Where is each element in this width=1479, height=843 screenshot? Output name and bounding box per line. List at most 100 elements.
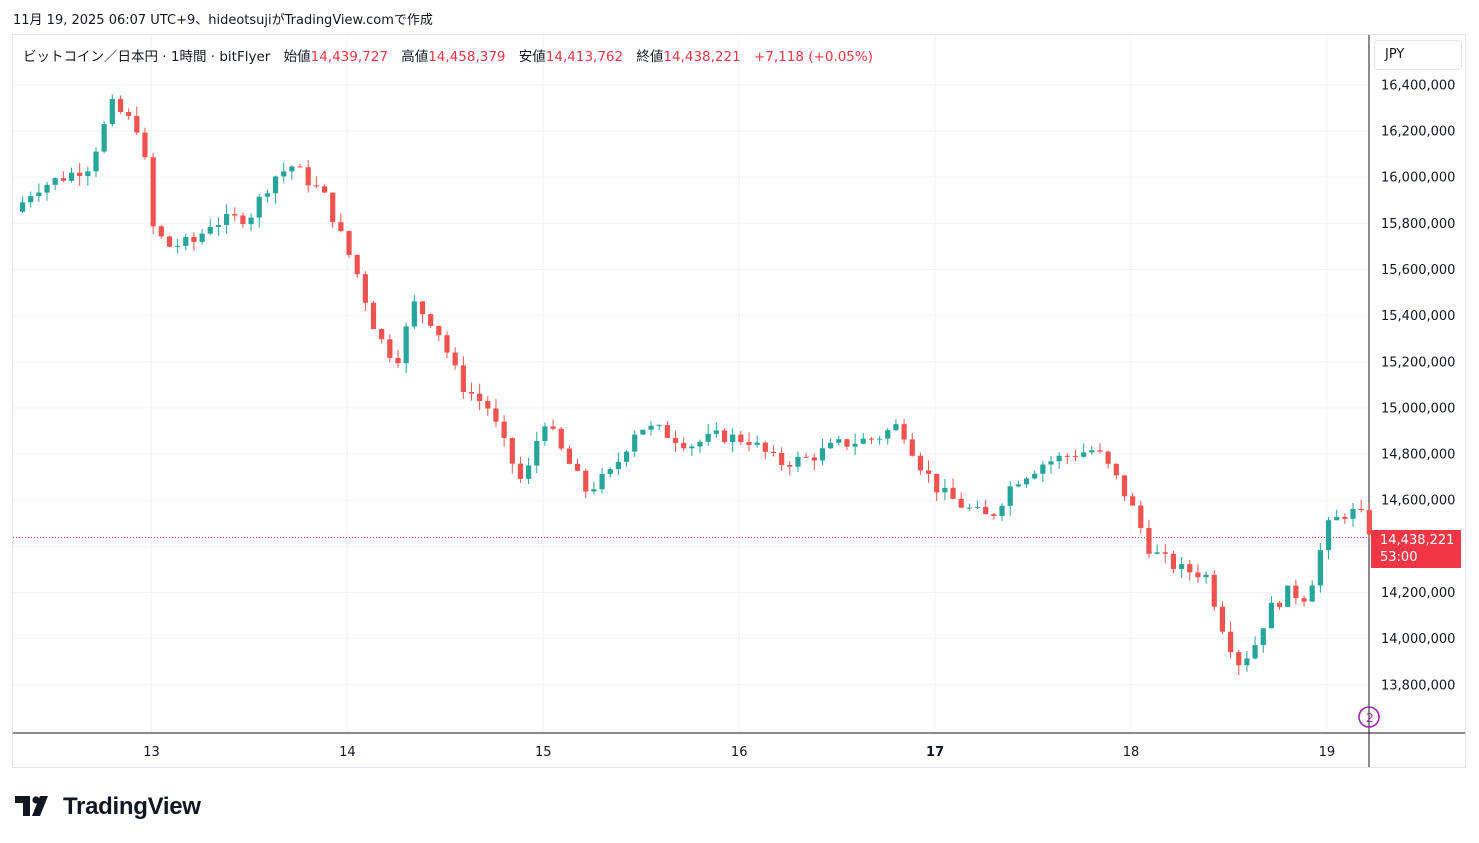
- candle-body: [1072, 456, 1079, 458]
- candle-body: [460, 365, 466, 393]
- currency-button[interactable]: JPY: [1374, 40, 1462, 70]
- candle-body: [191, 236, 197, 242]
- candle-body: [656, 425, 662, 427]
- candle-body: [640, 429, 646, 435]
- bar-countdown: 53:00: [1380, 550, 1418, 565]
- candle-body: [893, 424, 899, 431]
- candle-body: [746, 442, 752, 445]
- candle-body: [966, 507, 972, 509]
- y-tick-label: 15,600,000: [1381, 263, 1455, 278]
- y-tick-label: 14,600,000: [1381, 494, 1455, 509]
- candle-body: [1325, 520, 1332, 551]
- alert-marker-glyph: 2: [1366, 711, 1374, 725]
- candle-body: [574, 463, 581, 471]
- candle-body: [1187, 564, 1193, 573]
- candle-body: [101, 124, 107, 152]
- y-tick-label: 14,200,000: [1381, 586, 1455, 601]
- candle-body: [321, 186, 328, 193]
- candle-body: [1301, 598, 1307, 602]
- x-axis-labels: 13 14 15 16 17 18 19: [143, 745, 1335, 760]
- candle-body: [909, 439, 915, 456]
- candle-body: [607, 469, 613, 474]
- candle-body: [901, 424, 907, 440]
- candle-body: [738, 434, 744, 443]
- y-tick-label: 15,000,000: [1381, 401, 1455, 416]
- candle-body: [44, 184, 50, 193]
- candle-body: [403, 326, 409, 364]
- candle-body: [248, 217, 254, 225]
- candle-body: [942, 487, 948, 493]
- open-value: 14,439,727: [310, 49, 388, 65]
- candle-body: [468, 392, 475, 394]
- chart-frame: [12, 34, 1466, 768]
- candle-body: [885, 430, 891, 439]
- candle-body: [770, 451, 777, 454]
- candle-body: [1089, 450, 1095, 453]
- candle-body: [934, 473, 940, 493]
- candle-body: [1023, 478, 1030, 485]
- candle-body: [517, 463, 524, 479]
- x-tick-label: 15: [535, 745, 552, 760]
- candle-body: [28, 196, 34, 203]
- candle-body: [346, 231, 352, 255]
- candle-body: [272, 176, 279, 194]
- symbol-label[interactable]: ビットコイン／日本円 · 1時間 · bitFlyer: [23, 49, 271, 65]
- candle-body: [779, 453, 785, 466]
- candle-body: [566, 448, 573, 464]
- candle-body: [632, 434, 638, 452]
- candle-body: [395, 357, 401, 364]
- candle-body: [648, 425, 654, 430]
- candle-body: [599, 473, 605, 490]
- candle-body: [1154, 552, 1160, 554]
- candle-body: [297, 166, 303, 168]
- candle-body: [1244, 658, 1250, 666]
- candle-body: [836, 439, 842, 443]
- candle-body: [305, 167, 311, 186]
- x-tick-label: 18: [1123, 745, 1140, 760]
- candle-body: [876, 438, 883, 440]
- candle-body: [509, 438, 515, 464]
- candle-body: [223, 213, 230, 226]
- candle-body: [591, 489, 597, 492]
- y-tick-label: 16,200,000: [1381, 125, 1455, 140]
- candle-body: [550, 426, 556, 429]
- candle-body: [1162, 552, 1168, 554]
- candle-body: [1121, 475, 1128, 497]
- candle-body: [1056, 455, 1062, 462]
- x-tick-label: 14: [339, 745, 356, 760]
- candle-body: [150, 157, 156, 227]
- candle-body: [623, 451, 630, 462]
- candle-body: [1064, 455, 1070, 457]
- candle-body: [526, 465, 532, 479]
- chart-caption: 11月 19, 2025 06:07 UTC+9、hideotsujiがTrad…: [13, 13, 433, 28]
- candle-body: [1334, 516, 1340, 521]
- close-value: 14,438,221: [663, 49, 741, 65]
- candle-body: [362, 274, 368, 303]
- candle-body: [281, 171, 287, 177]
- tradingview-logo[interactable]: TradingView: [15, 793, 201, 821]
- x-tick-label: 17: [926, 745, 944, 760]
- candle-layer: [19, 94, 1381, 676]
- candle-body: [183, 236, 189, 246]
- candle-body: [1366, 510, 1372, 535]
- candle-body: [844, 439, 850, 447]
- candle-body: [330, 192, 336, 223]
- high-label: 高値: [401, 49, 429, 65]
- candle-body: [207, 226, 213, 234]
- candle-body: [142, 132, 148, 158]
- candle-body: [1236, 652, 1242, 666]
- candle-body: [338, 222, 344, 232]
- candle-body: [868, 438, 875, 440]
- ohlc-legend: ビットコイン／日本円 · 1時間 · bitFlyer 始値14,439,727…: [23, 45, 873, 65]
- candle-body: [354, 254, 360, 275]
- candle-body: [77, 172, 83, 176]
- alert-marker-icon: [1358, 706, 1380, 728]
- candle-body: [1285, 585, 1291, 607]
- candle-body: [705, 433, 711, 442]
- candle-body: [754, 442, 760, 445]
- candle-body: [721, 430, 728, 443]
- candle-body: [370, 302, 377, 330]
- close-label: 終値: [636, 49, 664, 65]
- candle-body: [583, 470, 589, 492]
